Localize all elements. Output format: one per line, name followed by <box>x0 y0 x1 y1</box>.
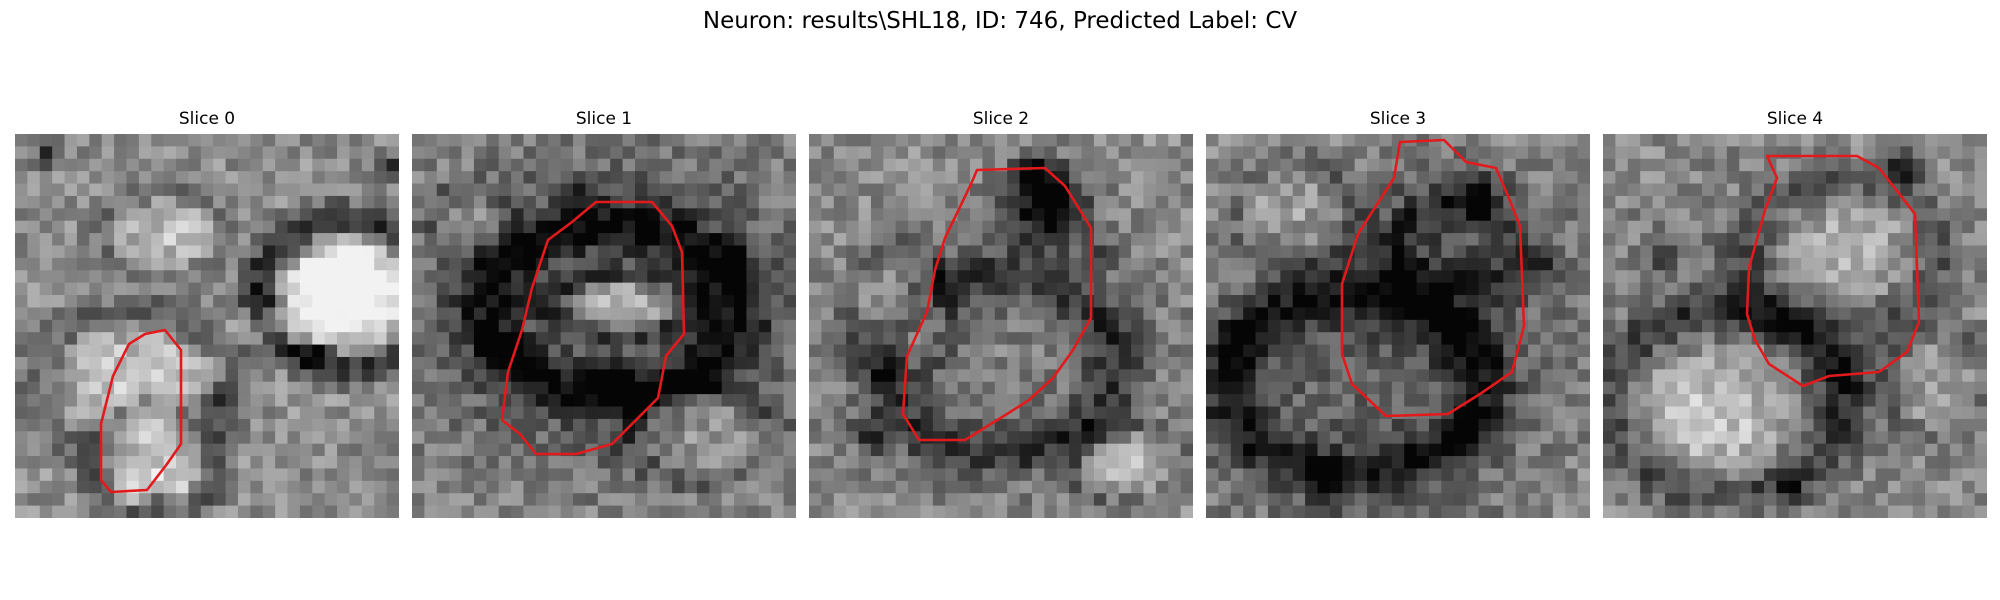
slice-panel-4: Slice 4 <box>1603 108 1987 518</box>
slice-title: Slice 3 <box>1369 109 1427 129</box>
roi-contour <box>500 200 686 456</box>
slice-title: Slice 0 <box>178 109 236 129</box>
slice-panel-0: Slice 0 <box>15 108 399 518</box>
slice-title: Slice 2 <box>972 109 1030 129</box>
slice-panel-2: Slice 2 <box>809 108 1193 518</box>
slice-title: Slice 4 <box>1766 109 1824 129</box>
figure-title: Neuron: results\SHL18, ID: 746, Predicte… <box>702 8 1298 34</box>
slice-image-2 <box>809 134 1193 518</box>
slice-image-1 <box>412 134 796 518</box>
roi-contour <box>1745 154 1921 388</box>
roi-contour <box>99 328 183 494</box>
slice-title: Slice 1 <box>575 109 633 129</box>
slice-image-3 <box>1206 134 1590 518</box>
slice-panel-3: Slice 3 <box>1206 108 1590 518</box>
slice-panel-1: Slice 1 <box>412 108 796 518</box>
roi-contour <box>1340 138 1526 418</box>
roi-contour <box>901 166 1093 442</box>
slice-image-4 <box>1603 134 1987 518</box>
slice-image-0 <box>15 134 399 518</box>
